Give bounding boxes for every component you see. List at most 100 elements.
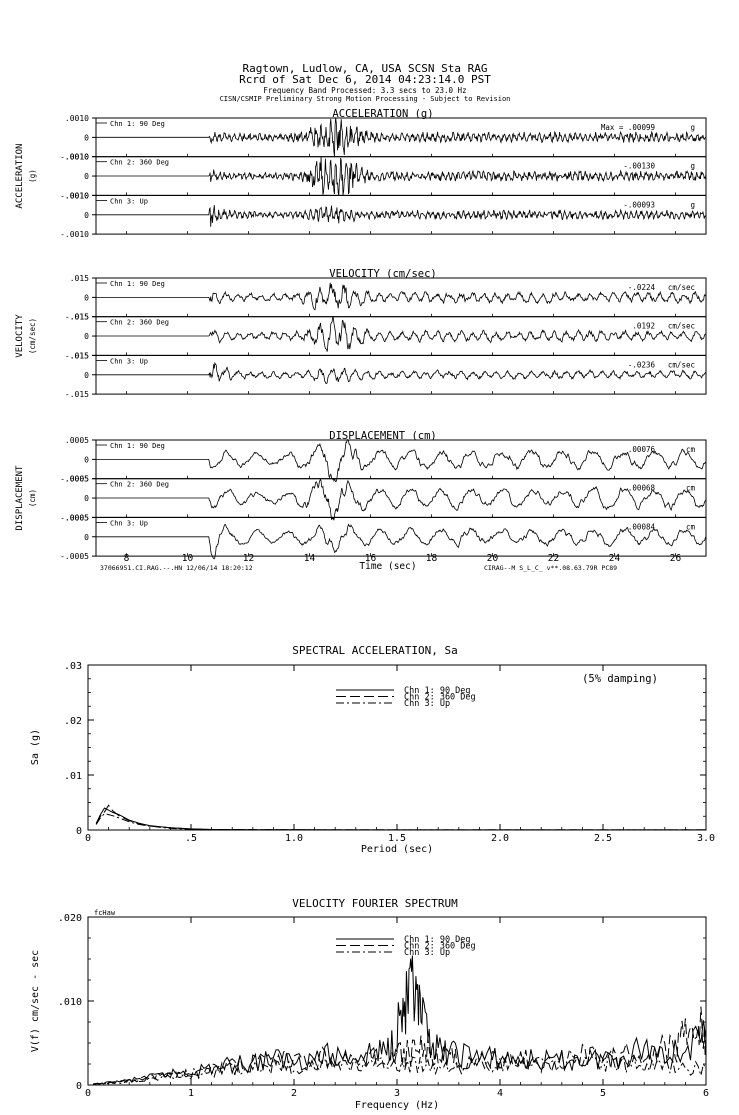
y-tick-label: -.0010 bbox=[60, 230, 89, 239]
y-tick-label: -.0010 bbox=[60, 153, 89, 162]
y-tick-label: .015 bbox=[70, 313, 89, 322]
disp-title: DISPLACEMENT (cm) bbox=[329, 430, 436, 442]
series-line-2 bbox=[95, 804, 706, 831]
accel-channel-2: .0010 0 -.0010 Chn 2: 360 Deg -.00130 g bbox=[60, 153, 707, 200]
disp-channel-3: .0005 0 -.0005 Chn 3: Up .00084 cm bbox=[60, 513, 707, 561]
processing-id-footer: CIRAG--M S_L_C_ v**.08.63.79R PC89 bbox=[484, 564, 617, 572]
y-tick-label: 0 bbox=[76, 1081, 82, 1092]
vf-ticks: 0 1 2 3 4 5 6 0 .010 .020 bbox=[58, 913, 709, 1099]
time-tick-label: 26 bbox=[670, 553, 682, 564]
y-tick-label: -.0005 bbox=[60, 513, 89, 522]
x-tick-label: 4 bbox=[497, 1088, 503, 1099]
peak-value: Max = .00099 bbox=[601, 123, 655, 132]
vel-channel-1: .015 0 -.015 Chn 1: 90 Deg -.0224 cm/sec bbox=[65, 274, 707, 322]
time-tick-label: 24 bbox=[609, 553, 621, 564]
disp-waveform-3 bbox=[96, 523, 707, 560]
accel-side-label: ACCELERATION bbox=[15, 144, 25, 209]
channel-name: Chn 3: Up bbox=[110, 357, 148, 365]
disp-side-label: DISPLACEMENT bbox=[15, 465, 25, 531]
y-tick-label: 0 bbox=[84, 172, 89, 181]
peak-unit: cm bbox=[686, 522, 696, 531]
peak-unit: cm/sec bbox=[668, 360, 695, 369]
x-tick-label: 3.0 bbox=[697, 833, 715, 844]
accel-channel-1: .0010 0 -.0010 Chn 1: 90 Deg Max = .00099 g bbox=[60, 114, 707, 162]
time-tick-label: 12 bbox=[243, 553, 254, 564]
y-tick-label: -.015 bbox=[65, 313, 89, 322]
peak-unit: g bbox=[690, 123, 695, 132]
peak-unit: cm bbox=[686, 445, 696, 454]
y-tick-label: .015 bbox=[70, 274, 89, 283]
legend-label: Chn 2: 360 Deg bbox=[404, 942, 476, 952]
legend-label: Chn 1: 90 Deg bbox=[404, 686, 471, 696]
x-tick-label: 2.5 bbox=[594, 833, 612, 844]
sa-xlabel: Period (sec) bbox=[361, 844, 433, 855]
time-tick-label: 16 bbox=[365, 553, 377, 564]
legend-label: Chn 1: 90 Deg bbox=[404, 935, 471, 945]
vel-waveform-2 bbox=[96, 316, 707, 352]
processing-note: CISN/CSMIP Preliminary Strong Motion Pro… bbox=[220, 95, 511, 103]
peak-unit: g bbox=[690, 162, 695, 171]
vel-waveform-1 bbox=[96, 282, 707, 311]
time-axis-label: Time (sec) bbox=[359, 561, 416, 572]
y-tick-label: .0010 bbox=[65, 191, 89, 200]
x-tick-label: 0 bbox=[85, 1088, 91, 1099]
vf-title: VELOCITY FOURIER SPECTRUM bbox=[292, 897, 458, 910]
y-tick-label: 0 bbox=[84, 494, 89, 503]
y-tick-label: -.0005 bbox=[60, 552, 89, 561]
disp-channel-1: .0005 0 -.0005 Chn 1: 90 Deg .00076 cm bbox=[60, 436, 707, 484]
x-tick-label: 0 bbox=[85, 833, 91, 844]
velocity-fourier-chart: VELOCITY FOURIER SPECTRUM fcHaw 0 1 2 3 4 5 60… bbox=[30, 897, 709, 1111]
peak-unit: cm/sec bbox=[668, 283, 695, 292]
y-tick-label: 0 bbox=[84, 211, 89, 220]
x-tick-label: 1.0 bbox=[285, 833, 303, 844]
peak-unit: g bbox=[690, 200, 695, 209]
disp-unit-label: (cm) bbox=[28, 489, 37, 507]
series-line-3 bbox=[95, 812, 706, 831]
peak-value: -.00130 bbox=[623, 162, 655, 171]
legend-label: Chn 3: Up bbox=[404, 948, 450, 958]
sa-ylabel: Sa (g) bbox=[30, 729, 41, 765]
x-tick-label: 5 bbox=[600, 1088, 606, 1099]
sa-series bbox=[95, 804, 706, 831]
vel-title: VELOCITY (cm/sec) bbox=[329, 268, 436, 280]
time-tick-label: 10 bbox=[182, 553, 194, 564]
x-tick-label: 2 bbox=[291, 1088, 297, 1099]
y-tick-label: .01 bbox=[64, 771, 82, 782]
vel-waveform-3 bbox=[96, 361, 707, 385]
accel-panel: ACCELERATION (g) ACCELERATION (g) .0010 0 -.0… bbox=[15, 108, 707, 239]
peak-value: .00084 bbox=[628, 522, 656, 531]
channel-name: Chn 2: 360 Deg bbox=[110, 319, 169, 327]
accel-waveform-1 bbox=[96, 117, 707, 157]
y-tick-label: .0010 bbox=[65, 114, 89, 123]
time-tick-label: 8 bbox=[124, 553, 130, 564]
x-tick-label: .5 bbox=[185, 833, 197, 844]
channel-name: Chn 2: 360 Deg bbox=[110, 481, 169, 489]
vf-corner-label: fcHaw bbox=[94, 909, 116, 917]
record-id-footer: 37066951.CI.RAG.--.HN 12/06/14 18:20:12 bbox=[100, 564, 253, 572]
time-tick-labels: 8 10 12 14 16 18 20 22 24 26 bbox=[124, 553, 682, 564]
y-tick-label: .0010 bbox=[65, 153, 89, 162]
peak-unit: cm/sec bbox=[668, 322, 695, 331]
y-tick-label: .010 bbox=[58, 997, 82, 1008]
vf-series bbox=[93, 955, 707, 1085]
y-tick-label: .02 bbox=[64, 716, 82, 727]
y-tick-label: -.015 bbox=[65, 390, 89, 399]
peak-value: .0192 bbox=[632, 322, 655, 331]
peak-value: -.0236 bbox=[628, 360, 656, 369]
peak-unit: cm bbox=[686, 484, 696, 493]
vel-channel-2: .015 0 -.015 Chn 2: 360 Deg .0192 cm/sec bbox=[65, 313, 707, 360]
series-line-2 bbox=[93, 1006, 707, 1085]
peak-value: -.00093 bbox=[623, 200, 655, 209]
accel-waveform-2 bbox=[96, 156, 707, 196]
peak-value: .00076 bbox=[628, 445, 656, 454]
y-tick-label: .015 bbox=[70, 351, 89, 360]
vel-unit-label: (cm/sec) bbox=[28, 318, 37, 354]
vel-side-label: VELOCITY bbox=[15, 314, 25, 358]
sa-frame bbox=[87, 664, 707, 831]
time-tick-label: 18 bbox=[426, 553, 438, 564]
spectral-acceleration-chart: SPECTRAL ACCELERATION, Sa 0 .5 1.0 1.5 2.0 2.… bbox=[30, 644, 715, 855]
x-tick-label: 3 bbox=[394, 1088, 400, 1099]
legend-label: Chn 2: 360 Deg bbox=[404, 693, 476, 703]
